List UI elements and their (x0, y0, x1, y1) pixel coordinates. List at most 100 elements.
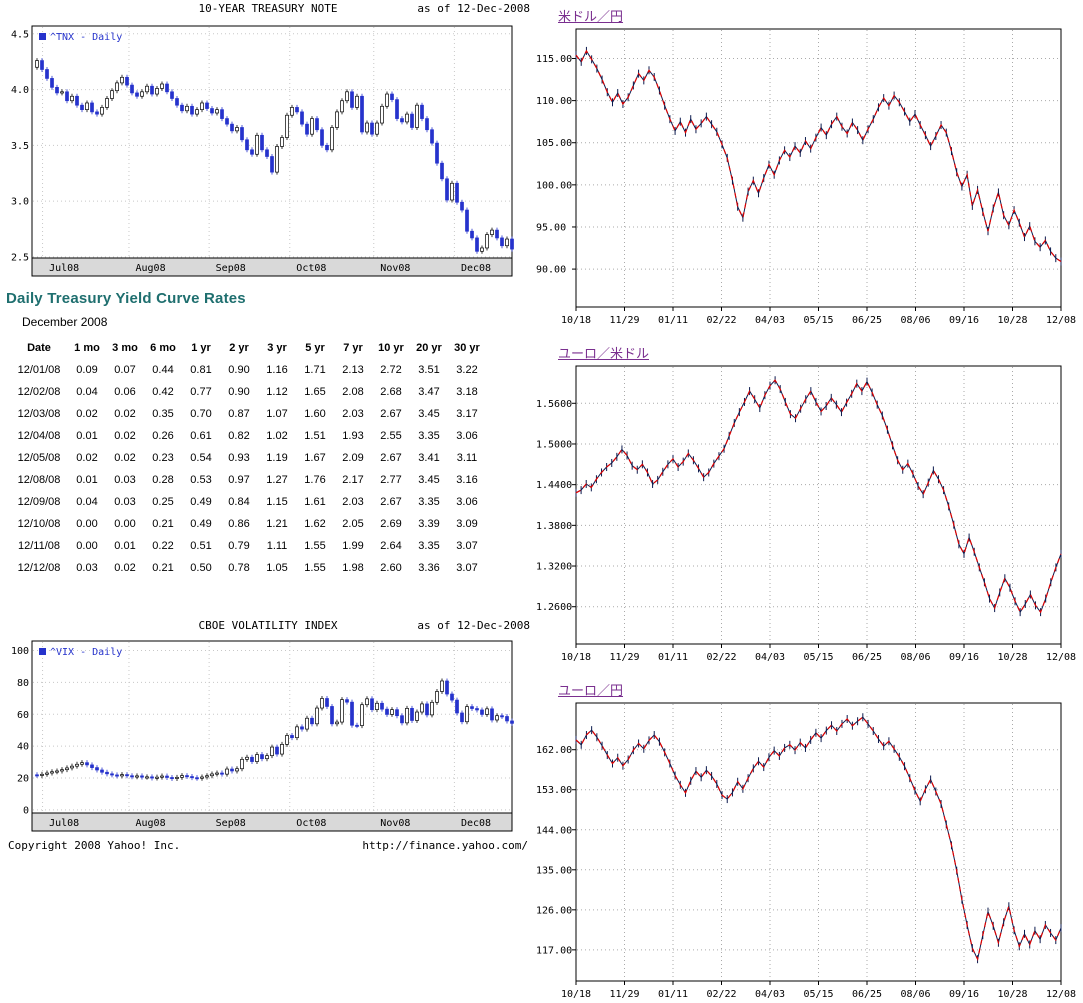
svg-text:10/18: 10/18 (561, 652, 591, 663)
svg-text:4.5: 4.5 (11, 29, 29, 40)
yield-table-cell: 0.02 (76, 408, 98, 420)
copyright-text: Copyright 2008 Yahoo! Inc. (8, 839, 181, 852)
svg-text:126.00: 126.00 (536, 905, 572, 916)
svg-text:04/03: 04/03 (755, 989, 785, 1000)
eurjpy-chart-plot: 162.00 153.00 144.00 135.00 126.00 117.00 10/1… (536, 702, 1076, 1000)
yield-table-cell: 1.67 (304, 452, 326, 464)
eurusd-chart: ユーロ／米ドル 1.5600 1.5000 1.4400 1.3800 1.3200 1.… (534, 341, 1083, 670)
yield-table-cell: 3.35 (418, 540, 440, 552)
svg-text:01/11: 01/11 (658, 652, 688, 663)
yield-table-cell: 1.16 (266, 364, 288, 376)
svg-text:Sep08: Sep08 (216, 818, 246, 829)
yield-table-cell: 0.21 (152, 518, 174, 530)
yield-table-cell: 3.07 (456, 562, 478, 574)
yield-table-row: 12/09/08 0.04 0.03 0.25 0.49 0.84 1.15 1.61 2.03… (10, 491, 486, 513)
yield-table-row: 12/12/08 0.03 0.02 0.21 0.50 0.78 1.05 1.55 1.98… (10, 557, 486, 579)
svg-text:4.0: 4.0 (11, 85, 29, 96)
svg-text:60: 60 (17, 710, 29, 721)
yield-curve-table: Date 1 mo 3 mo 6 mo 1 yr 2 yr 3 yr 5 yr 7 yr 10 y… (10, 337, 486, 579)
vix-chart-title: CBOE VOLATILITY INDEX (198, 619, 338, 632)
svg-text:11/29: 11/29 (609, 652, 639, 663)
yield-table-cell: 2.05 (342, 518, 364, 530)
svg-text:115.00: 115.00 (536, 54, 572, 65)
yield-table-row: 12/01/08 0.09 0.07 0.44 0.81 0.90 1.16 1.71 2.13… (10, 359, 486, 381)
svg-text:Oct08: Oct08 (296, 818, 326, 829)
yield-table-cell: 0.93 (228, 452, 250, 464)
eurusd-chart-link[interactable]: ユーロ／米ドル (558, 346, 650, 361)
yield-table-cell: 0.50 (190, 562, 212, 574)
svg-text:08/06: 08/06 (900, 652, 930, 663)
svg-text:01/11: 01/11 (658, 315, 688, 326)
yield-table-cell: 1.71 (304, 364, 326, 376)
svg-text:10/28: 10/28 (997, 315, 1027, 326)
yield-table-cell: 3.36 (418, 562, 440, 574)
yield-table-month-label: December 2008 (22, 315, 108, 329)
yield-table-cell: 0.25 (152, 496, 174, 508)
yield-table-row: 12/05/08 0.02 0.02 0.23 0.54 0.93 1.19 1.67 2.09… (10, 447, 486, 469)
yield-table-cell: 0.07 (114, 364, 136, 376)
eurusd-chart-plot: 1.5600 1.5000 1.4400 1.3800 1.3200 1.2600 10/1… (536, 365, 1076, 663)
svg-text:12/08: 12/08 (1046, 652, 1076, 663)
usdjpy-chart: 米ドル／円 115.00 110.00 105.00 100.00 95.00 90.00… (534, 4, 1083, 333)
svg-text:Dec08: Dec08 (461, 263, 491, 274)
svg-text:Jul08: Jul08 (49, 818, 79, 829)
yield-table-cell: 0.90 (228, 364, 250, 376)
yield-table-cell: 1.51 (304, 430, 326, 442)
yield-table-cell: 0.54 (190, 452, 212, 464)
svg-text:10/28: 10/28 (997, 652, 1027, 663)
svg-text:100.00: 100.00 (536, 180, 572, 191)
yield-table-cell: 1.27 (266, 474, 288, 486)
yield-table-row: 12/10/08 0.00 0.00 0.21 0.49 0.86 1.21 1.62 2.05… (10, 513, 486, 535)
svg-text:10/28: 10/28 (997, 989, 1027, 1000)
svg-text:Nov08: Nov08 (380, 818, 410, 829)
yield-table-cell: 2.60 (380, 562, 402, 574)
eurjpy-chart-link[interactable]: ユーロ／円 (558, 683, 624, 698)
yield-column-header: 3 yr (267, 342, 287, 354)
yield-table-cell: 0.02 (76, 452, 98, 464)
svg-text:1.2600: 1.2600 (536, 602, 572, 613)
yield-table-cell: 1.02 (266, 430, 288, 442)
svg-text:05/15: 05/15 (803, 315, 833, 326)
yield-column-header: 10 yr (378, 342, 404, 354)
yield-table-cell: 2.64 (380, 540, 402, 552)
yield-table-cell: 3.51 (418, 364, 440, 376)
yield-column-header: 1 mo (74, 342, 100, 354)
svg-text:10/18: 10/18 (561, 315, 591, 326)
usdjpy-chart-link[interactable]: 米ドル／円 (558, 9, 624, 24)
svg-text:06/25: 06/25 (852, 989, 882, 1000)
yield-table-cell: 12/11/08 (17, 540, 60, 552)
yield-table-cell: 0.86 (228, 518, 250, 530)
yield-table-cell: 0.70 (190, 408, 212, 420)
yield-column-header: Date (27, 342, 51, 354)
yield-table-cell: 12/01/08 (17, 364, 61, 376)
yield-table-cell: 3.22 (456, 364, 478, 376)
svg-text:80: 80 (17, 678, 29, 689)
yield-table-cell: 0.87 (228, 408, 250, 420)
svg-text:2.5: 2.5 (11, 252, 29, 263)
yield-table-cell: 1.21 (266, 518, 288, 530)
treasury-chart-header: 10-YEAR TREASURY NOTE as of 12-Dec-2008 (6, 2, 530, 18)
yield-table-cell: 12/08/08 (17, 474, 61, 486)
yield-column-header: 20 yr (416, 342, 442, 354)
yield-table-cell: 12/03/08 (17, 408, 61, 420)
vix-chart-plot: 100 80 60 40 20 0 Jul08 Aug08 Sep08 Oct08 Nov08 Dec… (11, 640, 514, 832)
yield-table-cell: 1.05 (266, 562, 288, 574)
yield-table-row: 12/08/08 0.01 0.03 0.28 0.53 0.97 1.27 1.76 2.17… (10, 469, 486, 491)
yield-table-cell: 0.79 (228, 540, 250, 552)
yield-table-cell: 2.67 (380, 408, 402, 420)
svg-text:09/16: 09/16 (949, 315, 979, 326)
svg-text:11/29: 11/29 (609, 989, 639, 1000)
svg-text:08/06: 08/06 (900, 989, 930, 1000)
yield-table-cell: 0.23 (152, 452, 174, 464)
yield-table-cell: 2.03 (342, 496, 364, 508)
svg-text:^TNX - Daily: ^TNX - Daily (50, 32, 122, 43)
usdjpy-chart-plot: 115.00 110.00 105.00 100.00 95.00 90.00 10/18 1… (536, 28, 1076, 326)
yield-table-cell: 0.02 (114, 562, 136, 574)
yield-table-cell: 1.07 (266, 408, 288, 420)
svg-text:02/22: 02/22 (706, 315, 736, 326)
yield-table-cell: 3.47 (418, 386, 440, 398)
svg-text:0: 0 (23, 805, 29, 816)
yield-column-header: 2 yr (229, 342, 249, 354)
yield-table-cell: 1.93 (342, 430, 364, 442)
